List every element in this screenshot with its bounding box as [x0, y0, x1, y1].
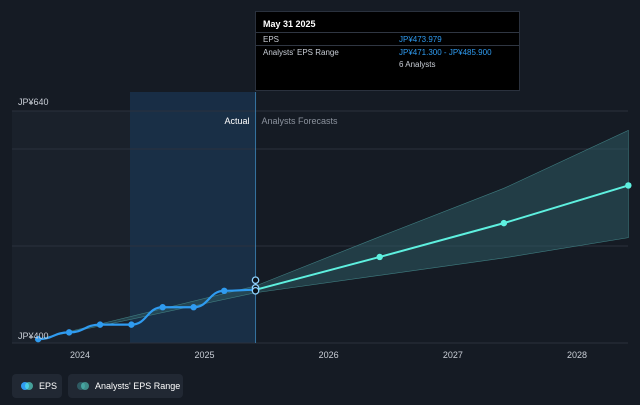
tooltip-range-value: JP¥471.300 - JP¥485.900	[399, 48, 492, 57]
eps-point-2	[96, 321, 104, 328]
hover-tooltip: May 31 2025 EPS JP¥473.979 Analysts' EPS…	[255, 11, 520, 91]
tooltip-row-eps: EPS JP¥473.979	[256, 32, 519, 46]
y-axis-label-bottom: JP¥400	[18, 331, 49, 341]
eps-point-5	[190, 304, 197, 311]
eps-point-1	[65, 329, 73, 336]
x-tick-2024: 2024	[70, 350, 90, 360]
tooltip-eps-label: EPS	[263, 35, 280, 44]
tooltip-analysts-count: 6 Analysts	[399, 60, 436, 69]
x-tick-2028: 2028	[567, 350, 587, 360]
legend-eps-label: EPS	[39, 381, 58, 391]
hover-marker-2	[251, 286, 260, 295]
eps-point-0	[34, 335, 42, 343]
forecast-point-1	[500, 219, 508, 227]
tooltip-eps-value: JP¥473.979	[399, 35, 442, 44]
x-tick-2026: 2026	[319, 350, 339, 360]
hover-marker-0	[251, 276, 260, 285]
forecast-point-0	[376, 253, 383, 261]
x-axis-ticks: 2024 2025 2026 2027 2028	[70, 350, 587, 360]
eps-actual-line	[38, 288, 256, 341]
range-legend-dot-icon-2	[81, 382, 89, 390]
y-axis-label-top: JP¥640	[18, 97, 49, 107]
eps-point-4	[159, 304, 166, 311]
data-points	[34, 182, 632, 343]
x-tick-2027: 2027	[443, 350, 463, 360]
eps-point-3	[128, 321, 135, 328]
actual-label: Actual	[225, 116, 250, 126]
forecast-point-2	[625, 182, 632, 189]
legend-item-eps[interactable]: EPS	[12, 374, 62, 398]
tooltip-range-label: Analysts' EPS Range	[263, 48, 339, 57]
x-tick-2025: 2025	[194, 350, 214, 360]
legend-range-label: Analysts' EPS Range	[95, 381, 181, 391]
eps-legend-dot-icon-2	[25, 382, 33, 390]
tooltip-date: May 31 2025	[263, 19, 316, 29]
legend-item-range[interactable]: Analysts' EPS Range	[68, 374, 183, 398]
forecast-label: Analysts Forecasts	[262, 116, 339, 126]
tooltip-row-range: Analysts' EPS Range JP¥471.300 - JP¥485.…	[256, 45, 519, 59]
eps-point-6	[221, 287, 228, 294]
eps-forecast-line	[255, 184, 629, 291]
